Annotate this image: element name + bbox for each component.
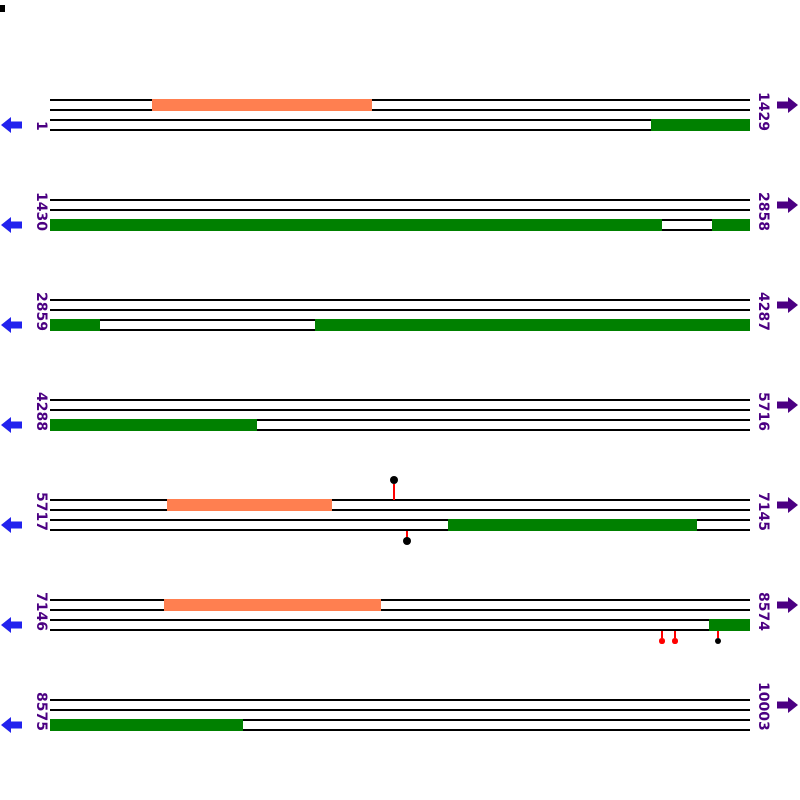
reverse-feature[interactable] <box>50 218 662 231</box>
left-arrow-icon[interactable] <box>1 616 22 634</box>
track-line <box>50 109 750 111</box>
track-line <box>50 509 750 511</box>
left-arrow-icon[interactable] <box>1 416 22 434</box>
track-line <box>50 199 750 201</box>
coordinate-label-start: 1430 <box>33 192 49 231</box>
track-line <box>50 629 750 631</box>
reverse-feature[interactable] <box>709 618 750 631</box>
right-arrow-icon[interactable] <box>777 296 798 314</box>
right-arrow-icon[interactable] <box>777 96 798 114</box>
black-marker-dot[interactable] <box>390 476 398 484</box>
black-marker-dot[interactable] <box>403 537 411 545</box>
red-marker-dot[interactable] <box>659 638 665 644</box>
coordinate-label-start: 8575 <box>33 692 49 731</box>
marker-stem <box>661 630 663 638</box>
left-arrow-icon[interactable] <box>1 716 22 734</box>
track-line <box>50 599 750 601</box>
marker-stem <box>717 630 719 638</box>
track-line <box>50 429 750 431</box>
right-arrow-icon[interactable] <box>777 196 798 214</box>
coordinate-label-end: 1429 <box>755 92 771 131</box>
coordinate-label-end: 10003 <box>755 682 771 731</box>
right-arrow-icon[interactable] <box>777 596 798 614</box>
fragment-row: 8575 10003 <box>0 600 800 745</box>
forward-feature[interactable] <box>164 598 381 611</box>
track-line <box>50 209 750 211</box>
coordinate-label-end: 8574 <box>755 592 771 631</box>
left-arrow-icon[interactable] <box>1 316 22 334</box>
fragment-row: 4288 5716 <box>0 300 800 445</box>
track-line <box>50 399 750 401</box>
reverse-feature[interactable] <box>712 218 750 231</box>
fragment-row: 1 1429 <box>0 0 800 145</box>
fragment-row: 1430 2858 <box>0 100 800 245</box>
forward-feature[interactable] <box>167 498 332 511</box>
coordinate-label-start: 5717 <box>33 492 49 531</box>
coordinate-label-end: 5716 <box>755 392 771 431</box>
marker-stem <box>674 630 676 638</box>
coordinate-label-end: 7145 <box>755 492 771 531</box>
corner-artifact <box>0 5 5 12</box>
coordinate-label-start: 1 <box>33 121 49 131</box>
coordinate-label-start: 4288 <box>33 392 49 431</box>
track-line <box>50 309 750 311</box>
track-line <box>50 699 750 701</box>
reverse-feature[interactable] <box>50 318 100 331</box>
track-line <box>50 529 750 531</box>
track-line <box>50 409 750 411</box>
right-arrow-icon[interactable] <box>777 396 798 414</box>
track-line <box>50 519 750 521</box>
coordinate-label-end: 2858 <box>755 192 771 231</box>
track-line <box>50 129 750 131</box>
reverse-feature[interactable] <box>315 318 750 331</box>
fragment-row: 2859 4287 <box>0 200 800 345</box>
reverse-feature[interactable] <box>50 718 243 731</box>
track-line <box>50 709 750 711</box>
black-marker-dot[interactable] <box>715 638 721 644</box>
reverse-feature[interactable] <box>50 418 257 431</box>
reverse-feature[interactable] <box>448 518 697 531</box>
track-line <box>50 619 750 621</box>
right-arrow-icon[interactable] <box>777 696 798 714</box>
track-line <box>50 609 750 611</box>
reverse-feature[interactable] <box>651 118 750 131</box>
coordinate-label-start: 7146 <box>33 592 49 631</box>
left-arrow-icon[interactable] <box>1 216 22 234</box>
right-arrow-icon[interactable] <box>777 496 798 514</box>
left-arrow-icon[interactable] <box>1 516 22 534</box>
track-line <box>50 729 750 731</box>
track-line <box>50 419 750 421</box>
track-line <box>50 499 750 501</box>
track-line <box>50 299 750 301</box>
fragment-row: 5717 7145 <box>0 400 800 545</box>
red-marker-dot[interactable] <box>672 638 678 644</box>
coordinate-label-end: 4287 <box>755 292 771 331</box>
forward-feature[interactable] <box>152 98 372 111</box>
marker-stem <box>406 530 408 538</box>
track-line <box>50 719 750 721</box>
track-line <box>50 99 750 101</box>
left-arrow-icon[interactable] <box>1 116 22 134</box>
coordinate-label-start: 2859 <box>33 292 49 331</box>
track-line <box>50 119 750 121</box>
fragment-row: 7146 8574 <box>0 500 800 645</box>
marker-stem <box>393 484 395 500</box>
